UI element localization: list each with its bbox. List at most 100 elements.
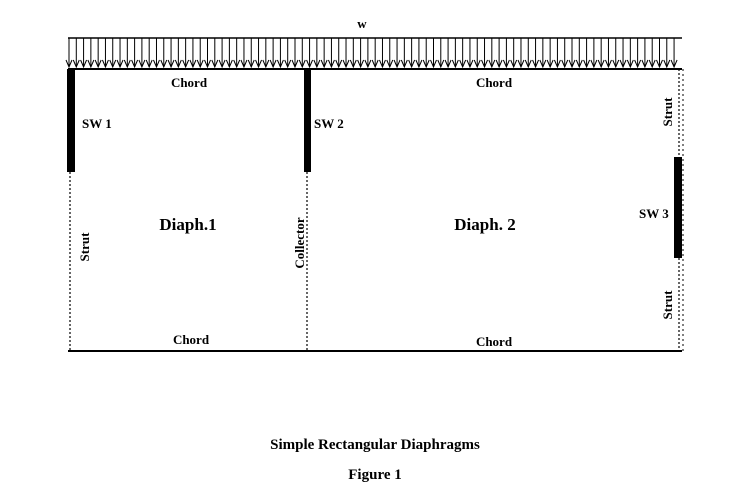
- load-arrow: [502, 38, 510, 69]
- load-arrow: [408, 38, 416, 69]
- load-arrow: [109, 38, 117, 69]
- figure-number: Figure 1: [348, 467, 402, 483]
- load-arrow: [561, 38, 569, 69]
- load-arrow: [255, 38, 262, 69]
- load-arrow: [590, 38, 598, 69]
- shear-wall-1: [67, 69, 75, 172]
- load-arrow: [138, 38, 146, 69]
- load-arrow: [568, 38, 576, 69]
- load-arrow: [393, 38, 401, 69]
- load-arrow: [196, 38, 204, 69]
- load-arrow: [284, 38, 292, 69]
- load-arrow: [291, 38, 299, 69]
- shear-wall-2-label: SW 2: [314, 116, 344, 131]
- load-arrow: [619, 38, 627, 69]
- load-arrow: [101, 38, 109, 69]
- load-arrow: [386, 38, 394, 69]
- diaphragm-1-title: Diaph.1: [159, 215, 216, 234]
- load-arrow: [539, 38, 547, 69]
- load-arrow: [517, 38, 525, 69]
- load-arrow: [218, 38, 226, 69]
- load-arrow: [160, 38, 168, 69]
- load-arrow: [342, 38, 350, 69]
- chord-top-label-1: Chord: [171, 75, 208, 90]
- load-arrow: [320, 38, 328, 69]
- load-arrow: [430, 38, 437, 69]
- load-arrow: [605, 38, 612, 69]
- load-arrow: [65, 38, 73, 69]
- load-arrow: [225, 38, 233, 69]
- load-label: w: [357, 16, 367, 31]
- load-arrow: [327, 38, 335, 69]
- load-arrow: [269, 38, 277, 69]
- load-arrow: [459, 38, 467, 69]
- load-arrow: [87, 38, 95, 69]
- load-arrow: [612, 38, 620, 69]
- load-arrow: [313, 38, 321, 69]
- load-arrow: [262, 38, 270, 69]
- load-arrow: [670, 38, 678, 69]
- load-arrow: [648, 38, 656, 69]
- shear-wall-3-label: SW 3: [639, 206, 669, 221]
- figure-title: Simple Rectangular Diaphragms: [270, 437, 480, 453]
- strut-lower-label: Strut: [660, 290, 675, 320]
- load-arrow: [488, 38, 496, 69]
- chord-top-label-2: Chord: [476, 75, 513, 90]
- load-arrow: [575, 38, 583, 69]
- shear-wall-1-label: SW 1: [82, 116, 112, 131]
- load-arrow: [145, 38, 153, 69]
- chord-bottom-label-2: Chord: [476, 334, 513, 349]
- collector-label: Collector: [292, 217, 307, 268]
- load-arrow: [553, 38, 561, 69]
- load-arrow: [247, 38, 255, 69]
- load-arrow: [415, 38, 423, 69]
- load-arrow: [276, 38, 284, 69]
- load-arrow: [626, 38, 634, 69]
- load-arrow: [357, 38, 365, 69]
- load-arrow: [131, 38, 139, 69]
- load-arrow: [444, 38, 452, 69]
- strut-upper-label: Strut: [660, 97, 675, 127]
- load-arrow: [72, 38, 80, 69]
- load-arrow: [371, 38, 379, 69]
- load-arrow: [583, 38, 591, 69]
- load-arrow: [211, 38, 219, 69]
- distributed-load-arrows: [65, 38, 678, 69]
- load-arrow: [204, 38, 211, 69]
- load-arrow: [233, 38, 241, 69]
- chord-bottom-label-1: Chord: [173, 332, 210, 347]
- load-arrow: [641, 38, 649, 69]
- shear-wall-3: [674, 157, 682, 258]
- load-arrow: [153, 38, 160, 69]
- diaphragm-2-title: Diaph. 2: [454, 215, 515, 234]
- load-arrow: [663, 38, 671, 69]
- load-arrow: [597, 38, 605, 69]
- load-arrow: [298, 38, 306, 69]
- load-arrow: [524, 38, 532, 69]
- load-arrow: [451, 38, 459, 69]
- load-arrow: [167, 38, 175, 69]
- load-arrow: [481, 38, 488, 69]
- load-arrow: [422, 38, 430, 69]
- strut-label-1: Strut: [77, 232, 92, 262]
- load-arrow: [437, 38, 445, 69]
- load-arrow: [335, 38, 343, 69]
- load-arrow: [174, 38, 182, 69]
- load-arrow: [306, 38, 314, 69]
- load-arrow: [240, 38, 248, 69]
- load-arrow: [532, 38, 540, 69]
- load-arrow: [634, 38, 642, 69]
- shear-wall-2: [304, 69, 311, 172]
- load-arrow: [546, 38, 554, 69]
- load-arrow: [94, 38, 102, 69]
- load-arrow: [123, 38, 131, 69]
- load-arrow: [189, 38, 197, 69]
- load-arrow: [182, 38, 190, 69]
- load-arrow: [400, 38, 408, 69]
- load-arrow: [473, 38, 481, 69]
- load-arrow: [116, 38, 124, 69]
- load-arrow: [364, 38, 372, 69]
- load-arrow: [510, 38, 518, 69]
- load-arrow: [466, 38, 474, 69]
